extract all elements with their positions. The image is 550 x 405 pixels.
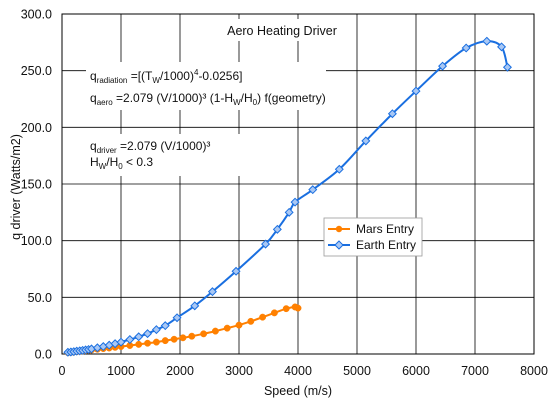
data-point-mars-entry [223, 324, 231, 332]
x-tick-label: 8000 [520, 364, 548, 378]
data-point-earth-entry [125, 334, 135, 345]
data-point-earth-entry [502, 62, 512, 72]
legend-marker-earth [334, 240, 344, 250]
data-point-mars-entry [152, 338, 160, 346]
data-point-earth-entry [151, 325, 161, 335]
chart-title-background [220, 19, 338, 41]
data-point-earth-entry [134, 332, 144, 342]
annotation-radiation: qradiation =[(TW/1000)4-0.0256] [90, 68, 242, 85]
data-point-mars-entry [170, 335, 178, 343]
data-point-earth-entry [190, 301, 200, 311]
x-tick-label: 0 [59, 364, 66, 378]
data-point-mars-entry [135, 340, 143, 348]
data-point-mars-entry [270, 309, 278, 317]
data-point-earth-entry [290, 197, 300, 207]
x-tick-label: 7000 [461, 364, 489, 378]
data-point-earth-entry [172, 313, 182, 323]
data-point-earth-entry [261, 239, 271, 249]
x-axis-title: Speed (m/s) [264, 384, 332, 398]
data-point-mars-entry [235, 321, 243, 329]
data-point-mars-entry [211, 327, 219, 335]
data-point-earth-entry [143, 329, 153, 339]
data-point-mars-entry [161, 337, 169, 345]
annotation-aero: qaero =2.079 (V/1000)³ (1-HW/H0) f(geome… [90, 91, 326, 107]
chart-title: Aero Heating Driver [227, 24, 337, 38]
y-tick-label: 50.0 [28, 291, 52, 305]
data-point-mars-entry [179, 334, 187, 342]
data-point-mars-entry [247, 317, 255, 325]
legend-marker-mars [335, 225, 343, 233]
annotation-driver: qdriver =2.079 (V/1000)³ [90, 139, 210, 155]
data-point-mars-entry [188, 332, 196, 340]
data-point-earth-entry [160, 321, 170, 331]
grid [61, 13, 535, 355]
data-point-earth-entry [207, 287, 217, 297]
data-point-earth-entry [482, 36, 492, 46]
data-point-earth-entry [387, 109, 397, 119]
legend-box [323, 217, 423, 257]
driver-equation-background [86, 134, 246, 176]
data-point-earth-entry [231, 266, 241, 276]
y-axis-title: q driver (Watts/m2) [9, 134, 23, 240]
y-tick-label: 100.0 [21, 234, 52, 248]
x-tick-label: 3000 [225, 364, 253, 378]
data-point-earth-entry [272, 224, 282, 234]
x-tick-label: 2000 [166, 364, 194, 378]
legend: Mars Entry Earth Entry [323, 217, 423, 257]
data-point-earth-entry [308, 185, 318, 195]
legend-label-earth: Earth Entry [356, 238, 416, 252]
x-tick-label: 4000 [284, 364, 312, 378]
data-point-earth-entry [411, 86, 421, 96]
data-point-mars-entry [144, 339, 152, 347]
data-point-earth-entry [438, 61, 448, 71]
data-point-earth-entry [497, 42, 507, 52]
y-tick-label: 150.0 [21, 178, 52, 192]
data-point-earth-entry [461, 43, 471, 53]
data-point-earth-entry [361, 136, 371, 146]
x-tick-label: 6000 [402, 364, 430, 378]
data-point-earth-entry [284, 207, 294, 217]
equations-background [86, 62, 326, 110]
data-point-mars-entry [294, 304, 302, 312]
series-layer [63, 36, 512, 357]
y-tick-label: 250.0 [21, 64, 52, 78]
legend-label-mars: Mars Entry [356, 222, 414, 236]
y-tick-label: 0.0 [35, 348, 52, 362]
x-tick-label: 1000 [107, 364, 135, 378]
data-point-mars-entry [200, 330, 208, 338]
tick-labels: 0 1000 2000 3000 4000 5000 6000 7000 8000 0.0 50.0… [21, 8, 548, 379]
data-point-earth-entry [116, 337, 126, 347]
data-point-mars-entry [259, 313, 267, 321]
data-point-mars-entry [282, 305, 290, 313]
data-point-earth-entry [334, 164, 344, 174]
y-tick-label: 300.0 [21, 8, 52, 22]
y-tick-label: 200.0 [21, 121, 52, 135]
annotation-ratio: HW/H0 < 0.3 [90, 155, 153, 171]
plot-area-frame [61, 13, 535, 355]
x-tick-label: 5000 [343, 364, 371, 378]
equations-block: qradiation =[(TW/1000)4-0.0256] qaero =2… [86, 62, 326, 176]
